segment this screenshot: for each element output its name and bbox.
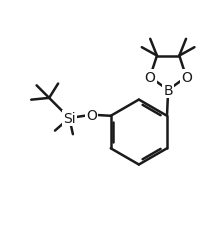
Text: Si: Si — [63, 111, 76, 126]
Text: O: O — [86, 108, 97, 122]
Text: O: O — [181, 71, 192, 84]
Text: O: O — [144, 71, 155, 84]
Text: B: B — [163, 84, 173, 98]
